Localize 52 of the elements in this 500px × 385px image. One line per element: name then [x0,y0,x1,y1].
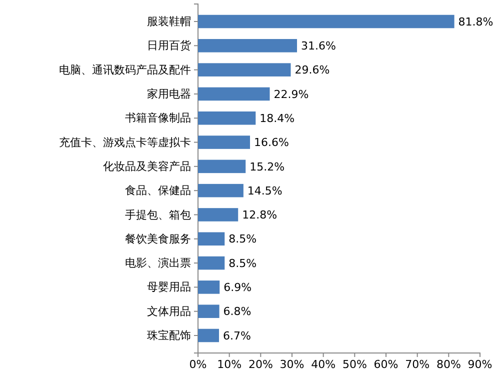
data-label: 6.7% [222,329,251,342]
y-tick-label: 化妆品及美容产品 [103,160,191,173]
bar [198,256,225,270]
x-tick-label: 20% [248,358,273,371]
x-tick-label: 10% [217,358,242,371]
y-tick-label: 家用电器 [147,87,191,100]
x-tick-label: 70% [405,358,430,371]
bar [198,87,270,101]
y-tick-label: 餐饮美食服务 [125,232,191,246]
data-label: 6.9% [224,281,252,294]
x-tick-label: 60% [374,358,398,371]
bar [198,184,244,198]
data-label: 8.5% [228,232,257,246]
y-tick-label: 电脑、通讯数码产品及配件 [59,63,191,76]
x-tick-label: 90% [468,358,492,371]
y-tick-label: 书籍音像制品 [125,112,191,125]
bar [198,328,219,342]
bar [198,39,298,52]
bar [198,280,220,294]
y-tick-label: 珠宝配饰 [147,329,191,342]
data-label: 22.9% [274,88,309,101]
data-label: 16.6% [254,136,289,150]
x-tick-label: 40% [311,358,336,371]
data-label: 81.8% [458,15,494,28]
bar [198,14,454,28]
x-tick-label: 30% [280,358,304,371]
bar [198,136,250,149]
data-label: 12.8% [242,208,278,222]
data-label: 29.6% [294,64,330,77]
data-label: 6.8% [223,305,252,318]
bar [198,304,220,318]
y-tick-label: 手提包、箱包 [125,208,191,222]
y-tick-label: 电影、演出票 [125,256,191,270]
bar [198,208,238,222]
bar [198,63,291,76]
x-tick-label: 80% [436,358,461,371]
data-label: 15.2% [250,160,285,174]
x-tick-label: 0% [189,358,207,371]
x-tick-label: 50% [342,358,367,371]
bar [198,111,256,125]
y-tick-label: 充值卡、游戏点卡等虚拟卡 [59,136,191,149]
y-tick-label: 服装鞋帽 [147,15,191,28]
data-label: 18.4% [260,112,295,125]
bar [198,160,246,174]
y-tick-label: 母婴用品 [147,280,191,294]
y-tick-label: 文体用品 [147,304,191,318]
data-label: 31.6% [301,40,336,53]
y-tick-label: 食品、保健品 [125,184,191,198]
data-label: 14.5% [247,184,282,198]
y-tick-label: 日用百货 [147,39,191,52]
data-label: 8.5% [228,256,257,270]
bar [198,232,225,246]
